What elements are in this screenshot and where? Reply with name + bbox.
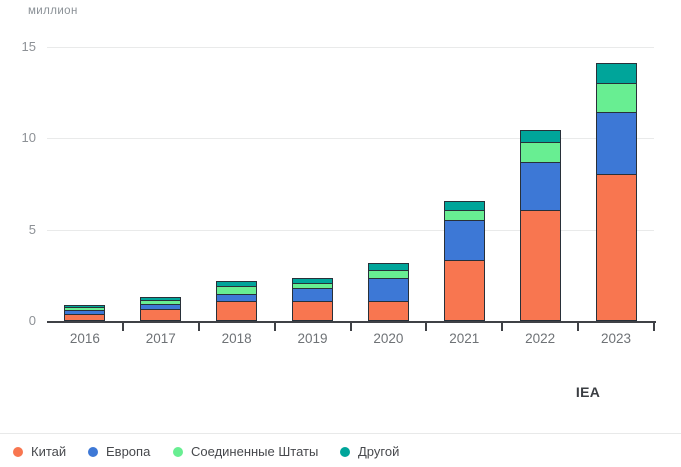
x-axis-tick xyxy=(577,323,580,331)
bar-2021[interactable] xyxy=(443,201,485,321)
gridline xyxy=(47,229,654,231)
bar-segment[interactable] xyxy=(596,64,636,83)
x-tick-label: 2016 xyxy=(69,331,100,346)
x-tick-label: 2023 xyxy=(601,331,632,346)
x-tick-label: 2019 xyxy=(297,331,328,346)
legend-dot xyxy=(88,446,98,457)
source-label: IEA xyxy=(575,384,601,400)
x-tick-label: 2021 xyxy=(449,331,480,346)
gridline xyxy=(47,138,654,140)
bar-segment[interactable] xyxy=(217,293,257,301)
bar-segment[interactable] xyxy=(596,173,636,320)
x-tick-label: 2020 xyxy=(373,331,404,346)
bar-segment[interactable] xyxy=(444,202,484,211)
x-tick-label: 2017 xyxy=(145,331,176,346)
bar-2020[interactable] xyxy=(367,263,409,321)
y-tick-label: 10 xyxy=(21,130,36,146)
x-axis-tick xyxy=(425,323,428,331)
bar-segment[interactable] xyxy=(520,210,560,320)
bar-segment[interactable] xyxy=(368,278,408,301)
legend-item-2[interactable]: Европа xyxy=(88,444,150,459)
bar-2022[interactable] xyxy=(519,129,561,321)
bar-segment[interactable] xyxy=(217,281,257,287)
legend-item-label: Европа xyxy=(106,444,151,459)
bar-segment[interactable] xyxy=(368,269,408,278)
bar-segment[interactable] xyxy=(596,111,636,174)
legend-item-label: Соединенные Штаты xyxy=(191,444,319,459)
legend-item-1[interactable]: Китай xyxy=(13,444,66,459)
bar-segment[interactable] xyxy=(293,282,333,289)
y-tick-label: 15 xyxy=(21,39,36,54)
bar-2018[interactable] xyxy=(216,280,258,321)
bar-2023[interactable] xyxy=(595,63,637,321)
y-axis-unit-label: миллион xyxy=(28,5,78,17)
bar-segment[interactable] xyxy=(293,288,333,301)
bar-2019[interactable] xyxy=(292,277,334,321)
legend-item-label: Другой xyxy=(358,444,400,459)
bar-2016[interactable] xyxy=(64,305,106,321)
bar-segment[interactable] xyxy=(520,162,560,211)
legend-item-label: Китай xyxy=(31,444,67,459)
plot-area xyxy=(47,47,656,331)
bar-segment[interactable] xyxy=(293,278,333,283)
x-axis-tick xyxy=(121,323,124,331)
legend-dot xyxy=(173,446,183,457)
gridline xyxy=(47,47,654,48)
x-axis-tick xyxy=(653,323,655,331)
x-tick-label: 2022 xyxy=(525,331,556,346)
bar-segment[interactable] xyxy=(520,141,560,162)
bar-segment[interactable] xyxy=(444,210,484,220)
legend-dot xyxy=(13,446,23,457)
legend-item-4[interactable]: Другой xyxy=(340,444,399,459)
bar-segment[interactable] xyxy=(65,313,105,320)
bar-segment[interactable] xyxy=(596,82,636,112)
x-tick-label: 2018 xyxy=(221,331,252,346)
bar-segment[interactable] xyxy=(141,309,181,320)
bar-segment[interactable] xyxy=(65,309,105,314)
y-tick-label: 0 xyxy=(28,313,36,328)
x-axis-tick xyxy=(349,323,352,331)
bar-2017[interactable] xyxy=(140,297,182,321)
bar-segment[interactable] xyxy=(65,306,105,308)
y-tick-label: 5 xyxy=(28,221,36,237)
legend-separator xyxy=(0,433,681,434)
x-axis-tick xyxy=(501,323,504,331)
x-axis-tick xyxy=(197,323,200,331)
bar-segment[interactable] xyxy=(65,307,105,310)
bar-segment[interactable] xyxy=(368,300,408,320)
x-axis-tick xyxy=(273,323,276,331)
x-axis-line xyxy=(47,321,656,323)
bar-segment[interactable] xyxy=(368,264,408,270)
bar-segment[interactable] xyxy=(444,219,484,260)
bar-segment[interactable] xyxy=(141,303,181,310)
legend-item-3[interactable]: Соединенные Штаты xyxy=(173,444,318,459)
bar-segment[interactable] xyxy=(217,286,257,294)
legend: Китай Европа Соединенные Штаты Другой xyxy=(0,444,681,466)
bar-segment[interactable] xyxy=(293,300,333,320)
bar-segment[interactable] xyxy=(444,259,484,320)
bar-segment[interactable] xyxy=(141,298,181,300)
bar-segment[interactable] xyxy=(141,299,181,304)
legend-dot xyxy=(340,446,350,457)
bar-segment[interactable] xyxy=(217,300,257,320)
bar-segment[interactable] xyxy=(520,130,560,142)
